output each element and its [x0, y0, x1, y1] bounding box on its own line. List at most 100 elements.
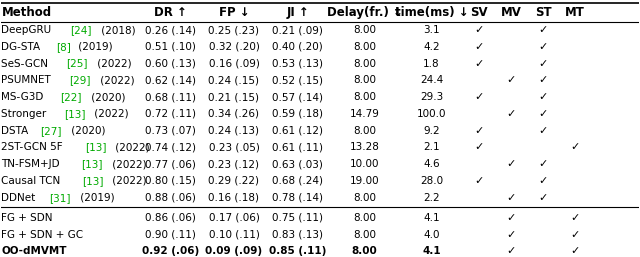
Text: 0.32 (.20): 0.32 (.20): [209, 42, 259, 52]
Text: 4.0: 4.0: [423, 230, 440, 240]
Text: ✓: ✓: [538, 109, 548, 119]
Text: ✓: ✓: [475, 142, 484, 152]
Text: FG + SDN: FG + SDN: [1, 213, 53, 223]
Text: 100.0: 100.0: [417, 109, 446, 119]
Text: 8.00: 8.00: [353, 25, 376, 35]
Text: SV: SV: [470, 6, 488, 19]
Text: 0.86 (.06): 0.86 (.06): [145, 213, 196, 223]
Text: 0.59 (.18): 0.59 (.18): [272, 109, 323, 119]
Text: ✓: ✓: [538, 159, 548, 169]
Text: MT: MT: [565, 6, 585, 19]
Text: 0.29 (.22): 0.29 (.22): [209, 176, 259, 186]
Text: 0.60 (.13): 0.60 (.13): [145, 59, 196, 69]
Text: [27]: [27]: [40, 126, 62, 136]
Text: ✓: ✓: [538, 75, 548, 85]
Text: ✓: ✓: [475, 25, 484, 35]
Text: MV: MV: [500, 6, 522, 19]
Text: 0.23 (.12): 0.23 (.12): [209, 159, 259, 169]
Text: [31]: [31]: [49, 193, 71, 203]
Text: 0.78 (.14): 0.78 (.14): [272, 193, 323, 203]
Text: 0.61 (.11): 0.61 (.11): [272, 142, 323, 152]
Text: (2020): (2020): [68, 126, 106, 136]
Text: 8.00: 8.00: [353, 213, 376, 223]
Text: 0.80 (.15): 0.80 (.15): [145, 176, 196, 186]
Text: 0.52 (.15): 0.52 (.15): [272, 75, 323, 85]
Text: ✓: ✓: [506, 230, 516, 240]
Text: 8.00: 8.00: [353, 92, 376, 102]
Text: ✓: ✓: [506, 159, 516, 169]
Text: SeS-GCN: SeS-GCN: [1, 59, 52, 69]
Text: (2020): (2020): [88, 92, 125, 102]
Text: ✓: ✓: [538, 59, 548, 69]
Text: 2ST-GCN 5F: 2ST-GCN 5F: [1, 142, 67, 152]
Text: ✓: ✓: [570, 246, 580, 256]
Text: DSTA: DSTA: [1, 126, 32, 136]
Text: ✓: ✓: [475, 126, 484, 136]
Text: 0.26 (.14): 0.26 (.14): [145, 25, 196, 35]
Text: ✓: ✓: [506, 109, 516, 119]
Text: (2022): (2022): [113, 142, 150, 152]
Text: ✓: ✓: [538, 193, 548, 203]
Text: 0.53 (.13): 0.53 (.13): [272, 59, 323, 69]
Text: 0.68 (.24): 0.68 (.24): [272, 176, 323, 186]
Text: 8.00: 8.00: [353, 193, 376, 203]
Text: 0.51 (.10): 0.51 (.10): [145, 42, 196, 52]
Text: 0.24 (.15): 0.24 (.15): [209, 75, 259, 85]
Text: 0.16 (.09): 0.16 (.09): [209, 59, 259, 69]
Text: ✓: ✓: [538, 92, 548, 102]
Text: MS-G3D: MS-G3D: [1, 92, 47, 102]
Text: 0.57 (.14): 0.57 (.14): [272, 92, 323, 102]
Text: 8.00: 8.00: [353, 59, 376, 69]
Text: 0.34 (.26): 0.34 (.26): [209, 109, 259, 119]
Text: 29.3: 29.3: [420, 92, 443, 102]
Text: ✓: ✓: [570, 142, 580, 152]
Text: 14.79: 14.79: [349, 109, 380, 119]
Text: ✓: ✓: [538, 42, 548, 52]
Text: 8.00: 8.00: [353, 126, 376, 136]
Text: 10.00: 10.00: [350, 159, 380, 169]
Text: ✓: ✓: [570, 230, 580, 240]
Text: 0.90 (.11): 0.90 (.11): [145, 230, 196, 240]
Text: 0.92 (.06): 0.92 (.06): [141, 246, 199, 256]
Text: 0.85 (.11): 0.85 (.11): [269, 246, 326, 256]
Text: 0.62 (.14): 0.62 (.14): [145, 75, 196, 85]
Text: (2022): (2022): [97, 75, 135, 85]
Text: 0.88 (.06): 0.88 (.06): [145, 193, 196, 203]
Text: [25]: [25]: [66, 59, 88, 69]
Text: ✓: ✓: [506, 75, 516, 85]
Text: DR ↑: DR ↑: [154, 6, 187, 19]
Text: 0.24 (.13): 0.24 (.13): [209, 126, 259, 136]
Text: 13.28: 13.28: [349, 142, 380, 152]
Text: [13]: [13]: [81, 159, 102, 169]
Text: [13]: [13]: [84, 142, 106, 152]
Text: ✓: ✓: [506, 193, 516, 203]
Text: 0.16 (.18): 0.16 (.18): [209, 193, 259, 203]
Text: ST: ST: [534, 6, 551, 19]
Text: [24]: [24]: [70, 25, 92, 35]
Text: DG-STA: DG-STA: [1, 42, 44, 52]
Text: (2022): (2022): [109, 159, 146, 169]
Text: 0.72 (.11): 0.72 (.11): [145, 109, 196, 119]
Text: 4.6: 4.6: [423, 159, 440, 169]
Text: (2018): (2018): [97, 25, 135, 35]
Text: 0.83 (.13): 0.83 (.13): [272, 230, 323, 240]
Text: time(ms) ↓: time(ms) ↓: [395, 6, 468, 19]
Text: 0.21 (.15): 0.21 (.15): [209, 92, 259, 102]
Text: ✓: ✓: [475, 92, 484, 102]
Text: 2.2: 2.2: [423, 193, 440, 203]
Text: 0.77 (.06): 0.77 (.06): [145, 159, 196, 169]
Text: 8.00: 8.00: [353, 42, 376, 52]
Text: FP ↓: FP ↓: [219, 6, 250, 19]
Text: TN-FSM+JD: TN-FSM+JD: [1, 159, 63, 169]
Text: 4.1: 4.1: [423, 213, 440, 223]
Text: 0.10 (.11): 0.10 (.11): [209, 230, 259, 240]
Text: 0.73 (.07): 0.73 (.07): [145, 126, 196, 136]
Text: (2019): (2019): [75, 42, 113, 52]
Text: 4.1: 4.1: [422, 246, 441, 256]
Text: (2022): (2022): [92, 109, 129, 119]
Text: (2019): (2019): [77, 193, 115, 203]
Text: [13]: [13]: [64, 109, 85, 119]
Text: 9.2: 9.2: [423, 126, 440, 136]
Text: 0.74 (.12): 0.74 (.12): [145, 142, 196, 152]
Text: 0.61 (.12): 0.61 (.12): [272, 126, 323, 136]
